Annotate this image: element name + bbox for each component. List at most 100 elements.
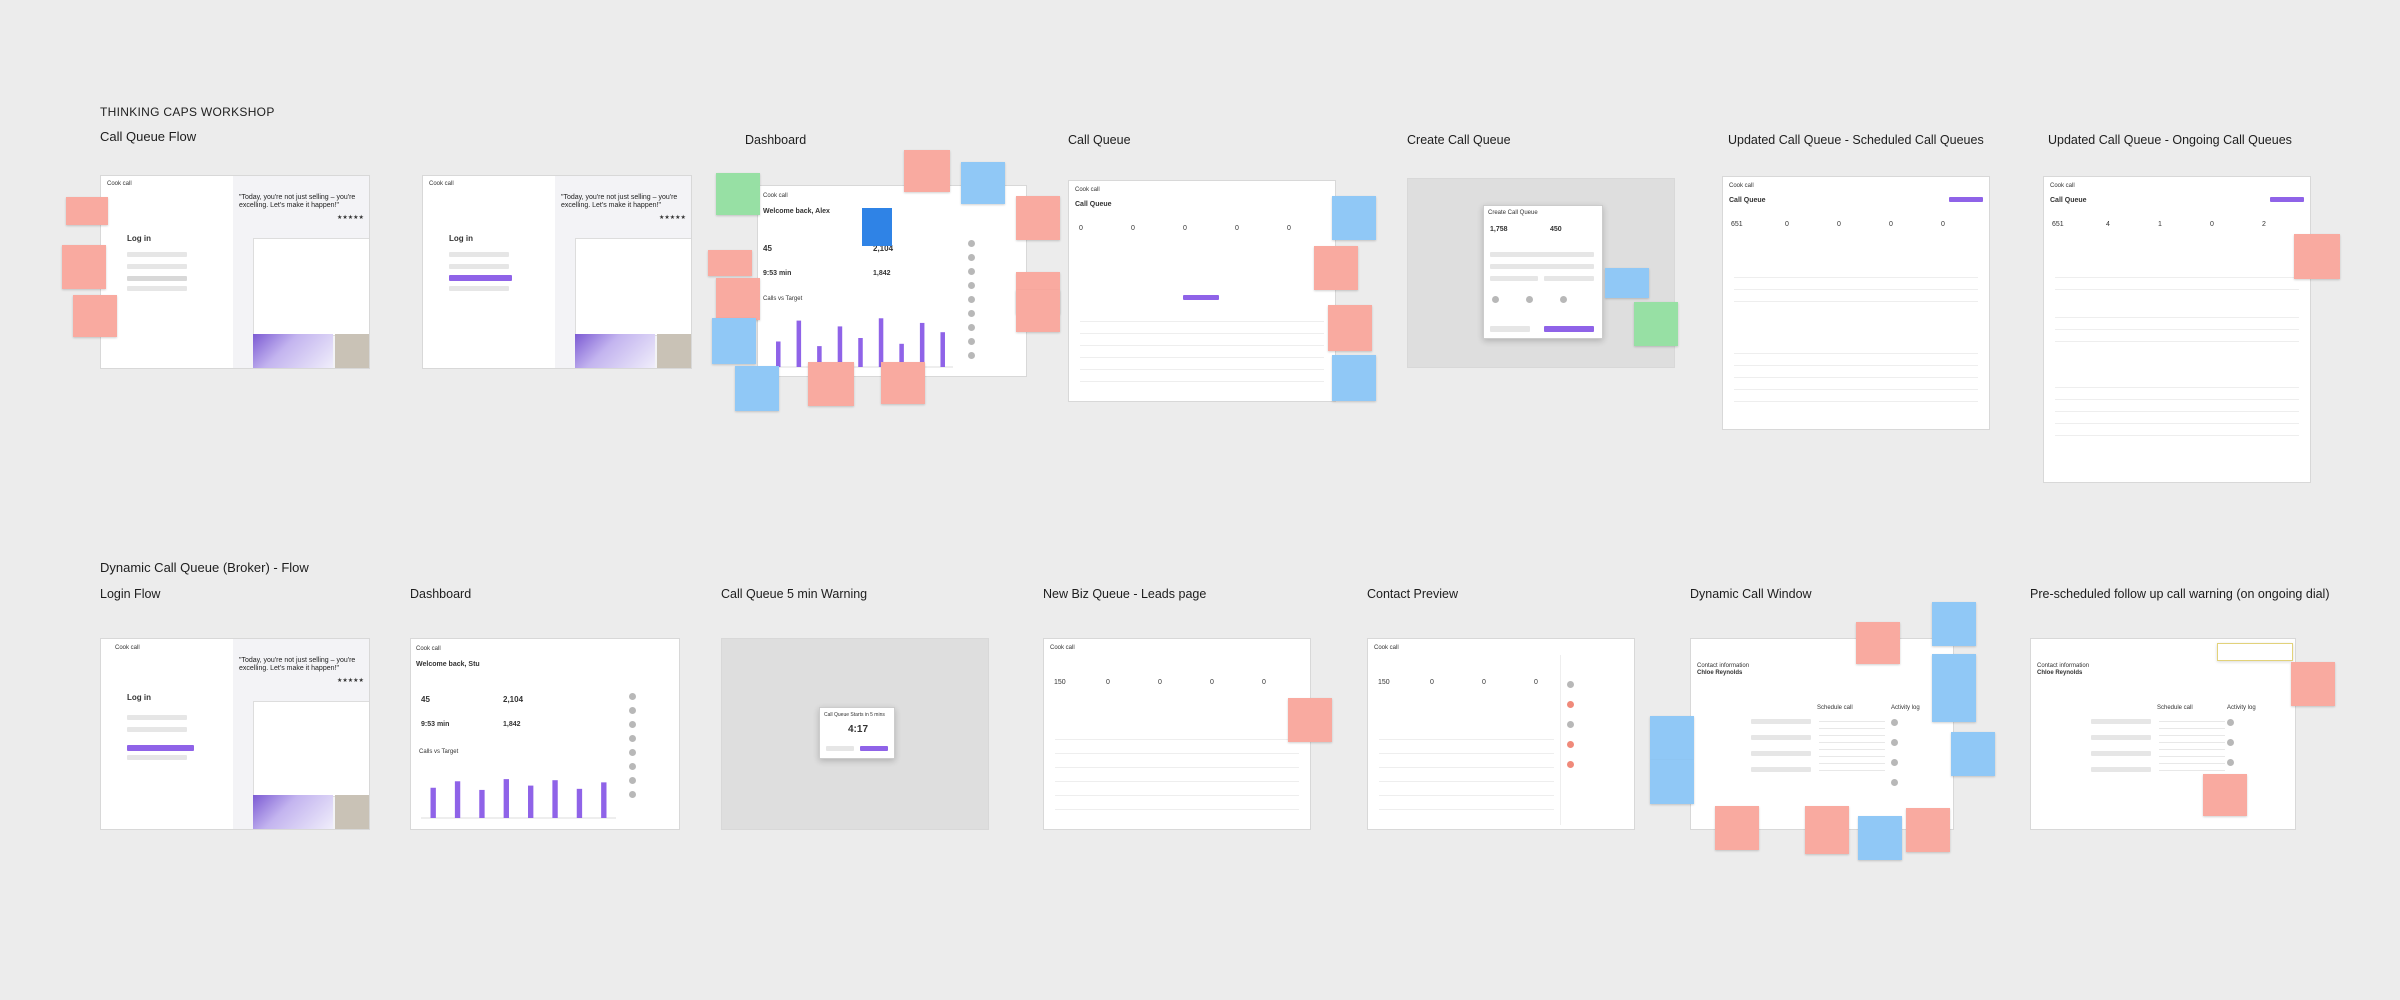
calendar-grid[interactable] [2159,717,2225,777]
stat-value: 0 [1837,221,1841,228]
stat-value: 0 [1131,225,1135,232]
form-field[interactable] [2091,767,2151,772]
login-button[interactable] [127,745,194,751]
brand-logo: Cook call [1729,183,1754,189]
table-row [1733,401,1979,402]
bar-chart-dashboard-1 [768,318,953,368]
form-field[interactable] [2091,719,2151,724]
warning-modal: Call Queue Starts in 5 mins 4:17 [819,707,895,759]
frame-title-dynamic-window: Dynamic Call Window [1690,587,1812,601]
page-title: Call Queue [2050,197,2087,204]
form-field[interactable] [2091,751,2151,756]
bar-chart-dashboard-2 [421,779,616,819]
sticky-note [808,362,854,406]
table-row [1079,321,1325,322]
avatar [968,338,975,345]
chart-bar [430,787,436,818]
frame-title-ongoing-queues: Updated Call Queue - Ongoing Call Queues [2048,133,2292,147]
queue-name-field[interactable] [1490,252,1594,257]
create-queue-button[interactable] [1183,295,1219,300]
dashboard-sidebar [629,689,675,824]
google-login-button[interactable] [449,286,509,291]
table-row [1079,381,1325,382]
cancel-button[interactable] [826,746,854,751]
stat-value: 2 [2262,221,2266,228]
page-title: Call Queue [1729,197,1766,204]
email-field[interactable] [127,715,187,720]
create-queue-modal: Create Call Queue 1,758 450 [1483,205,1603,339]
sticky-note [1715,806,1759,850]
sticky-note [1906,808,1950,852]
form-field[interactable] [1751,767,1811,772]
calendar-grid[interactable] [1819,717,1885,777]
google-login-button[interactable] [127,286,187,291]
avatar [629,777,636,784]
start-button[interactable] [860,746,888,751]
stat-value: 0 [1235,225,1239,232]
frame-title-scheduled-queues: Updated Call Queue - Scheduled Call Queu… [1728,133,1984,147]
chart-bar [940,332,945,367]
table-row [1733,389,1979,390]
create-button[interactable] [1544,326,1594,332]
chart-heading: Calls vs Target [419,749,459,755]
queue-date-field[interactable] [1490,264,1594,269]
sticky-note [1634,302,1678,346]
create-queue-button[interactable] [1949,197,1983,202]
form-field[interactable] [2091,735,2151,740]
avatar [968,296,975,303]
sticky-note [73,295,117,337]
frame-login-1: Cook call Log in "Today, you're not just… [100,175,370,369]
avatar [968,352,975,359]
form-field[interactable] [1751,719,1811,724]
table-row [2054,289,2300,290]
stat-value: 2,104 [503,695,524,704]
login-button[interactable] [127,276,187,281]
email-field[interactable] [449,252,509,257]
table-row [1054,739,1300,740]
sticky-note [735,366,779,411]
sticky-note [1605,268,1649,298]
workshop-title: THINKING CAPS WORKSHOP [100,105,275,119]
login-heading: Log in [449,234,473,243]
create-queue-button[interactable] [2270,197,2304,202]
table-row [2054,329,2300,330]
cancel-button[interactable] [1490,326,1530,332]
password-field[interactable] [127,727,187,732]
stat-value: 1,842 [503,721,521,728]
preview-screen [253,701,369,797]
table-row [2054,341,2300,342]
sticky-note [1332,196,1376,240]
form-field[interactable] [1751,751,1811,756]
frame-title-call-queue: Call Queue [1068,133,1131,147]
stat-value: 45 [421,695,430,704]
sticky-note [712,318,756,364]
form-field[interactable] [1751,735,1811,740]
table-row [1733,377,1979,378]
preview-image [253,795,333,829]
table-row [2054,411,2300,412]
sticky-note [66,197,108,225]
frame-dashboard-2: Cook call Welcome back, Stu 45 2,104 9:5… [410,638,680,830]
table-row [1054,795,1300,796]
table-row [2054,399,2300,400]
table-row [1054,753,1300,754]
brand-logo: Cook call [115,645,140,651]
password-field[interactable] [449,264,509,269]
queue-time-field[interactable] [1490,276,1538,281]
brand-logo: Cook call [763,193,788,199]
contact-panel [1560,655,1631,825]
table-row [2054,435,2300,436]
password-field[interactable] [127,264,187,269]
email-field[interactable] [127,252,187,257]
stat-value: 1 [2158,221,2162,228]
login-button[interactable] [449,275,512,281]
sticky-note [1856,622,1900,664]
stat-value: 0 [1785,221,1789,228]
sticky-note [2294,234,2340,279]
avatar [1891,779,1898,786]
table-row [1733,289,1979,290]
google-login-button[interactable] [127,755,187,760]
chart-bar [817,346,822,367]
avatar [968,282,975,289]
queue-duration-field[interactable] [1544,276,1594,281]
